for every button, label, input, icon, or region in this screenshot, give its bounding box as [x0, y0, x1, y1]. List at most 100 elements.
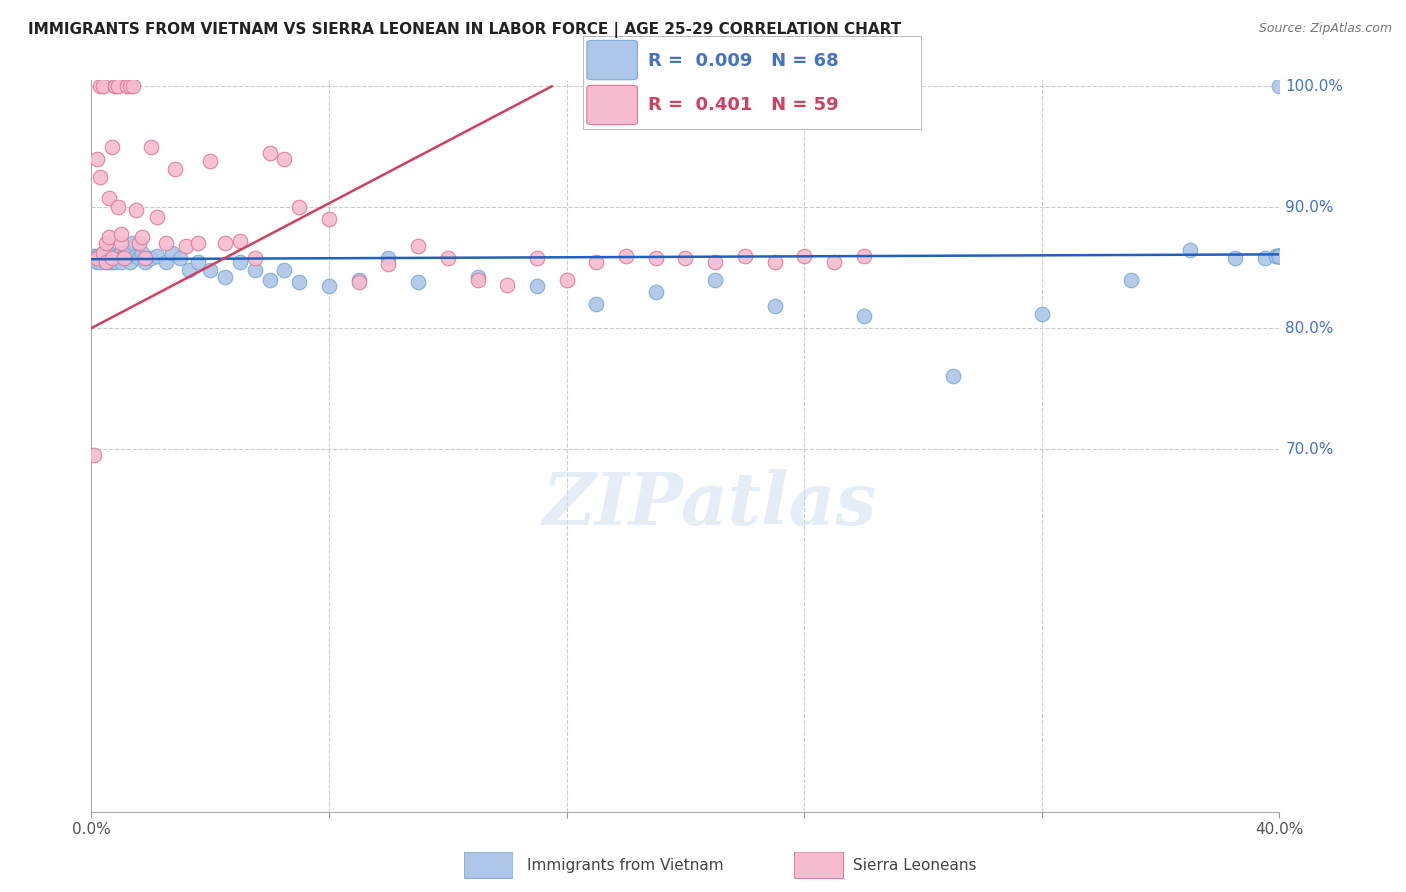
Point — [179, 263, 201, 277]
Text: 90.0%: 90.0% — [1285, 200, 1334, 215]
Point — [673, 251, 696, 265]
Point — [89, 169, 111, 184]
Point — [288, 200, 311, 214]
Point — [273, 263, 295, 277]
Point — [1268, 249, 1291, 263]
Point — [1268, 249, 1291, 263]
Point — [377, 251, 399, 265]
Point — [169, 251, 191, 265]
Point — [98, 246, 121, 260]
Point — [104, 79, 127, 94]
Point — [614, 249, 637, 263]
Point — [131, 246, 153, 260]
Point — [131, 230, 153, 244]
Point — [763, 254, 786, 268]
Point — [288, 275, 311, 289]
Point — [1268, 249, 1291, 263]
Point — [243, 263, 266, 277]
Point — [347, 275, 370, 289]
Point — [852, 309, 875, 323]
Point — [467, 270, 489, 285]
Point — [98, 254, 121, 268]
Point — [110, 227, 132, 241]
Point — [200, 263, 222, 277]
Point — [89, 249, 111, 263]
Point — [273, 152, 295, 166]
Point — [122, 236, 145, 251]
Point — [1268, 249, 1291, 263]
FancyBboxPatch shape — [464, 852, 513, 879]
Text: Sierra Leoneans: Sierra Leoneans — [853, 858, 977, 872]
Point — [942, 369, 965, 384]
Point — [526, 251, 548, 265]
Point — [1253, 251, 1275, 265]
Point — [229, 254, 252, 268]
Point — [145, 210, 167, 224]
Text: 100.0%: 100.0% — [1285, 78, 1343, 94]
Point — [155, 236, 177, 251]
Point — [467, 273, 489, 287]
Text: ZIPatlas: ZIPatlas — [543, 469, 876, 540]
Point — [259, 145, 281, 160]
Point — [91, 79, 114, 94]
Point — [704, 254, 727, 268]
Point — [347, 273, 370, 287]
Point — [134, 254, 156, 268]
Point — [318, 212, 340, 227]
Point — [98, 251, 121, 265]
Point — [115, 79, 138, 94]
Point — [704, 273, 727, 287]
Point — [115, 246, 138, 260]
Point — [585, 254, 607, 268]
Point — [91, 246, 114, 260]
Point — [101, 251, 124, 265]
Point — [176, 239, 198, 253]
Point — [436, 251, 458, 265]
Point — [243, 251, 266, 265]
Point — [118, 79, 141, 94]
Point — [145, 249, 167, 263]
Point — [101, 249, 124, 263]
Point — [96, 254, 118, 268]
Text: 80.0%: 80.0% — [1285, 320, 1334, 335]
Point — [526, 278, 548, 293]
Point — [91, 251, 114, 265]
Point — [101, 140, 124, 154]
Point — [852, 249, 875, 263]
Point — [139, 140, 162, 154]
Point — [101, 254, 124, 268]
Point — [104, 251, 127, 265]
Point — [187, 236, 209, 251]
Point — [406, 239, 429, 253]
Point — [160, 246, 183, 260]
Text: IMMIGRANTS FROM VIETNAM VS SIERRA LEONEAN IN LABOR FORCE | AGE 25-29 CORRELATION: IMMIGRANTS FROM VIETNAM VS SIERRA LEONEA… — [28, 22, 901, 38]
Text: Immigrants from Vietnam: Immigrants from Vietnam — [527, 858, 724, 872]
Point — [1119, 273, 1142, 287]
Point — [118, 254, 141, 268]
Point — [763, 299, 786, 313]
Point — [155, 254, 177, 268]
FancyBboxPatch shape — [794, 852, 844, 879]
FancyBboxPatch shape — [586, 86, 637, 125]
Point — [163, 161, 186, 176]
Point — [318, 278, 340, 293]
Point — [644, 285, 666, 299]
Point — [1268, 249, 1291, 263]
Point — [1265, 249, 1288, 263]
Point — [86, 152, 108, 166]
Point — [86, 251, 108, 265]
Text: R =  0.009   N = 68: R = 0.009 N = 68 — [648, 52, 838, 70]
Point — [86, 254, 108, 268]
Point — [1268, 249, 1291, 263]
Point — [259, 273, 281, 287]
Point — [86, 249, 108, 263]
FancyBboxPatch shape — [586, 40, 637, 79]
Point — [200, 154, 222, 169]
Point — [793, 249, 815, 263]
Point — [96, 254, 118, 268]
Point — [823, 254, 845, 268]
Point — [734, 249, 756, 263]
Point — [1265, 249, 1288, 263]
Point — [1268, 249, 1291, 263]
Point — [214, 236, 236, 251]
